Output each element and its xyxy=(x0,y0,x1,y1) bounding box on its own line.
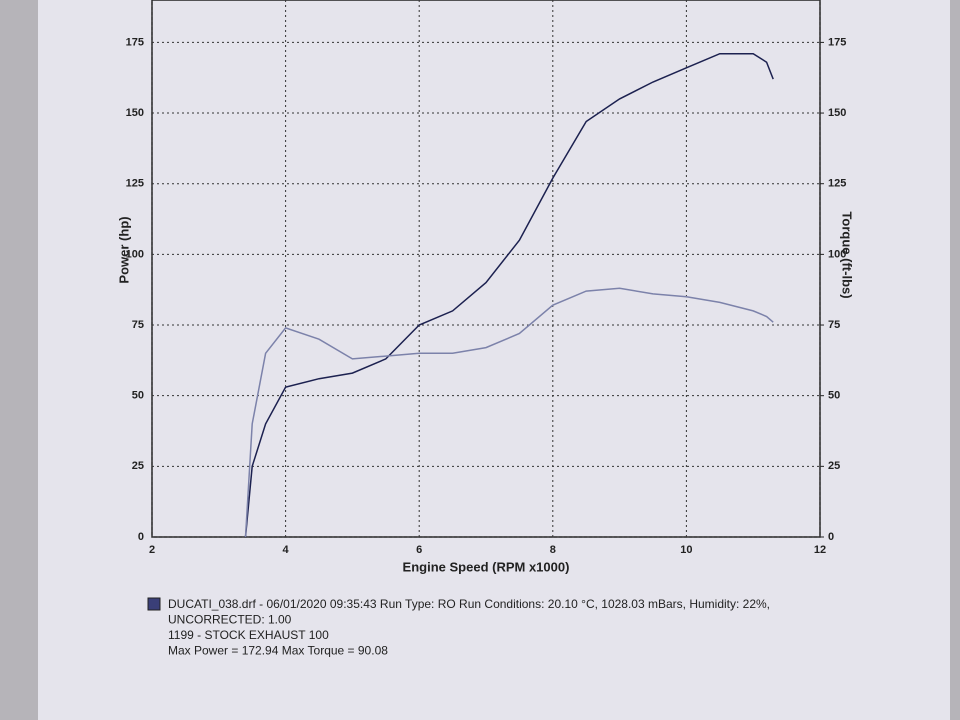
y2-tick-label: 50 xyxy=(828,390,840,402)
x-tick-label: 10 xyxy=(680,544,692,556)
y2-tick-label: 150 xyxy=(828,107,846,119)
legend-note: DUCATI_038.drf - 06/01/2020 09:35:43 Run… xyxy=(168,597,770,611)
y-tick-label: 0 xyxy=(138,531,144,543)
legend-note: Max Power = 172.94 Max Torque = 90.08 xyxy=(168,644,388,658)
y2-axis-label: Torque (ft-lbs) xyxy=(840,211,855,298)
y2-tick-label: 25 xyxy=(828,460,840,472)
y2-tick-label: 0 xyxy=(828,531,834,543)
legend-swatch xyxy=(147,597,161,611)
paper xyxy=(38,0,950,720)
x-axis-label: Engine Speed (RPM x1000) xyxy=(403,559,570,574)
y-axis-label: Power (hp) xyxy=(116,216,131,283)
x-tick-label: 6 xyxy=(416,544,422,556)
x-tick-label: 4 xyxy=(283,544,290,556)
x-tick-label: 8 xyxy=(550,544,556,556)
series-line xyxy=(244,52,774,538)
y-tick-label: 150 xyxy=(126,107,144,119)
series-line xyxy=(244,287,774,538)
plot-frame xyxy=(151,0,821,538)
y-tick-label: 100 xyxy=(126,248,144,260)
y-tick-label: 25 xyxy=(132,460,144,472)
x-tick-label: 2 xyxy=(149,544,155,556)
x-tick-label: 12 xyxy=(814,544,826,556)
y2-tick-label: 100 xyxy=(828,248,846,260)
legend-note: UNCORRECTED: 1.00 xyxy=(168,613,292,627)
y-tick-label: 125 xyxy=(126,178,144,190)
y2-tick-label: 75 xyxy=(828,319,840,331)
y-tick-label: 75 xyxy=(132,319,144,331)
y2-tick-label: 175 xyxy=(828,36,846,48)
legend-note: 1199 - STOCK EXHAUST 100 xyxy=(168,628,329,642)
y-tick-label: 50 xyxy=(132,390,144,402)
y-tick-label: 175 xyxy=(126,36,144,48)
y2-tick-label: 125 xyxy=(828,178,846,190)
